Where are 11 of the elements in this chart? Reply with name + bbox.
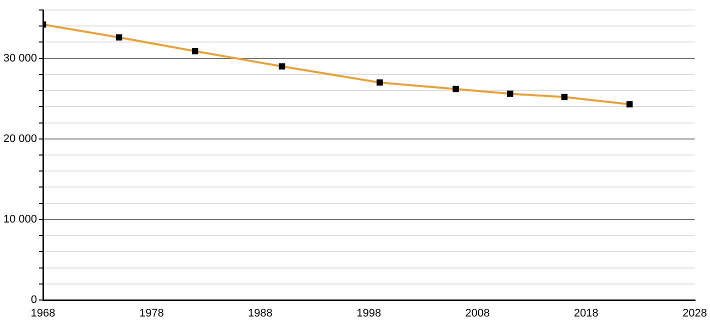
x-tick-label: 1998 — [356, 308, 382, 320]
x-tick-label: 2008 — [465, 308, 490, 320]
x-tick-label: 2028 — [682, 308, 708, 320]
x-tick-label: 1978 — [139, 308, 164, 320]
x-tick-label: 1968 — [30, 308, 56, 320]
y-tick-label: 10 000 — [3, 213, 37, 226]
y-tick-label: 30 000 — [3, 52, 37, 64]
x-tick-label: 1988 — [248, 308, 272, 320]
y-tick-label: 0 — [30, 294, 37, 306]
y-tick-label: 20 000 — [3, 132, 37, 145]
x-tick-label: 2018 — [574, 308, 598, 320]
